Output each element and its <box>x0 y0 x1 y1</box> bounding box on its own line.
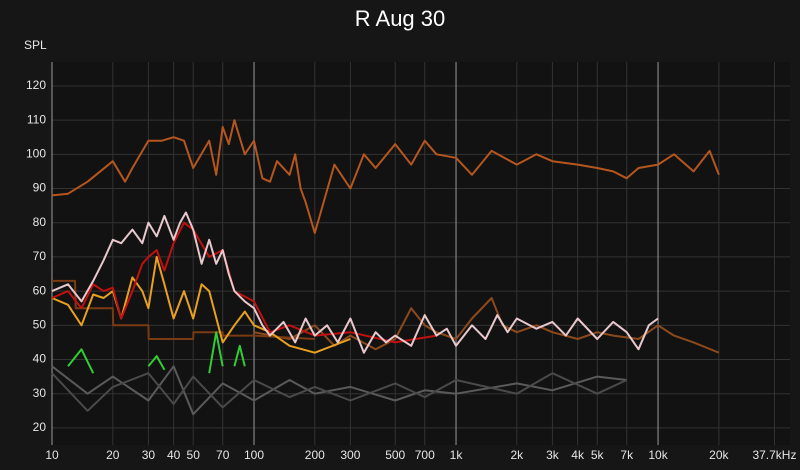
x-tick-label: 5k <box>591 448 605 462</box>
x-tick-label: 20k <box>709 448 729 462</box>
x-tick-label: 7k <box>620 448 634 462</box>
y-tick-label: 100 <box>26 147 46 161</box>
x-tick-label: 3k <box>546 448 560 462</box>
y-tick-label: 90 <box>33 181 47 195</box>
x-tick-label: 10k <box>648 448 668 462</box>
series-line <box>51 365 627 416</box>
chart-title: R Aug 30 <box>355 6 446 31</box>
x-tick-label: 4k <box>571 448 585 462</box>
y-tick-label: 40 <box>33 352 47 366</box>
x-tick-label: 700 <box>415 448 435 462</box>
series-line <box>51 211 659 354</box>
x-tick-label: 37.7kHz <box>752 448 796 462</box>
series-line <box>51 221 437 344</box>
x-tick-label: 100 <box>244 448 264 462</box>
plot-area <box>52 62 790 445</box>
series-line <box>51 372 628 412</box>
x-tick-label: 1k <box>450 448 464 462</box>
y-axis-label: SPL <box>24 38 47 52</box>
y-tick-label: 80 <box>33 215 47 229</box>
series-line <box>51 255 351 354</box>
y-tick-label: 70 <box>33 249 47 263</box>
y-tick-label: 120 <box>26 78 46 92</box>
x-tick-label: 40 <box>167 448 181 462</box>
x-tick-label: 500 <box>385 448 405 462</box>
series-line <box>51 119 720 234</box>
x-tick-label: 200 <box>305 448 325 462</box>
series-line <box>52 279 315 340</box>
x-tick-label: 2k <box>510 448 524 462</box>
x-tick-label: 50 <box>187 448 201 462</box>
x-tick-label: 70 <box>216 448 230 462</box>
x-tick-label: 10 <box>45 448 59 462</box>
x-tick-label: 300 <box>340 448 360 462</box>
y-tick-label: 110 <box>27 112 46 126</box>
y-tick-label: 50 <box>33 317 47 331</box>
y-tick-label: 30 <box>33 386 47 400</box>
y-tick-label: 60 <box>33 283 47 297</box>
series-line <box>67 331 246 374</box>
x-tick-label: 20 <box>106 448 120 462</box>
series-line <box>253 297 720 354</box>
x-tick-label: 30 <box>142 448 156 462</box>
y-tick-label: 20 <box>33 420 47 434</box>
